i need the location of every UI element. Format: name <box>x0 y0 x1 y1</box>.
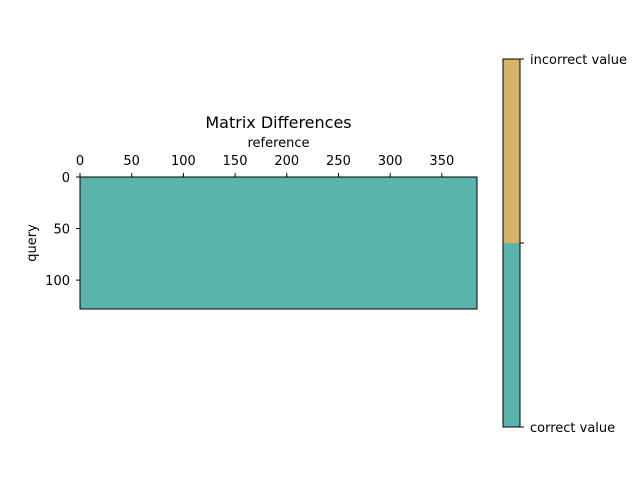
colorbar-label-correct: correct value <box>530 421 615 436</box>
x-axis-label: reference <box>247 136 309 151</box>
x-tick-label: 100 <box>171 154 196 169</box>
x-tick-label: 150 <box>223 154 248 169</box>
y-tick-label: 50 <box>53 223 70 238</box>
colorbar-correct-segment <box>503 243 520 427</box>
x-axis-ticks: 0 50 100 150 200 250 300 350 <box>76 154 454 177</box>
heatmap-area <box>79 176 478 310</box>
x-tick-label: 200 <box>274 154 299 169</box>
x-tick-label: 50 <box>123 154 140 169</box>
colorbar-incorrect-segment <box>503 59 520 243</box>
heatmap-cells <box>80 177 477 309</box>
y-axis-label: query <box>25 224 40 262</box>
colorbar-label-incorrect: incorrect value <box>530 53 627 68</box>
x-tick-label: 0 <box>76 154 84 169</box>
colorbar: correct value incorrect value <box>502 53 627 436</box>
plot-frame <box>79 176 478 310</box>
y-tick-label: 100 <box>45 274 70 289</box>
x-tick-label: 250 <box>326 154 351 169</box>
y-tick-label: 0 <box>62 171 70 186</box>
x-tick-label: 350 <box>429 154 454 169</box>
chart-title: Matrix Differences <box>205 113 351 132</box>
x-tick-label: 300 <box>378 154 403 169</box>
y-axis-ticks: 0 50 100 <box>45 171 80 289</box>
